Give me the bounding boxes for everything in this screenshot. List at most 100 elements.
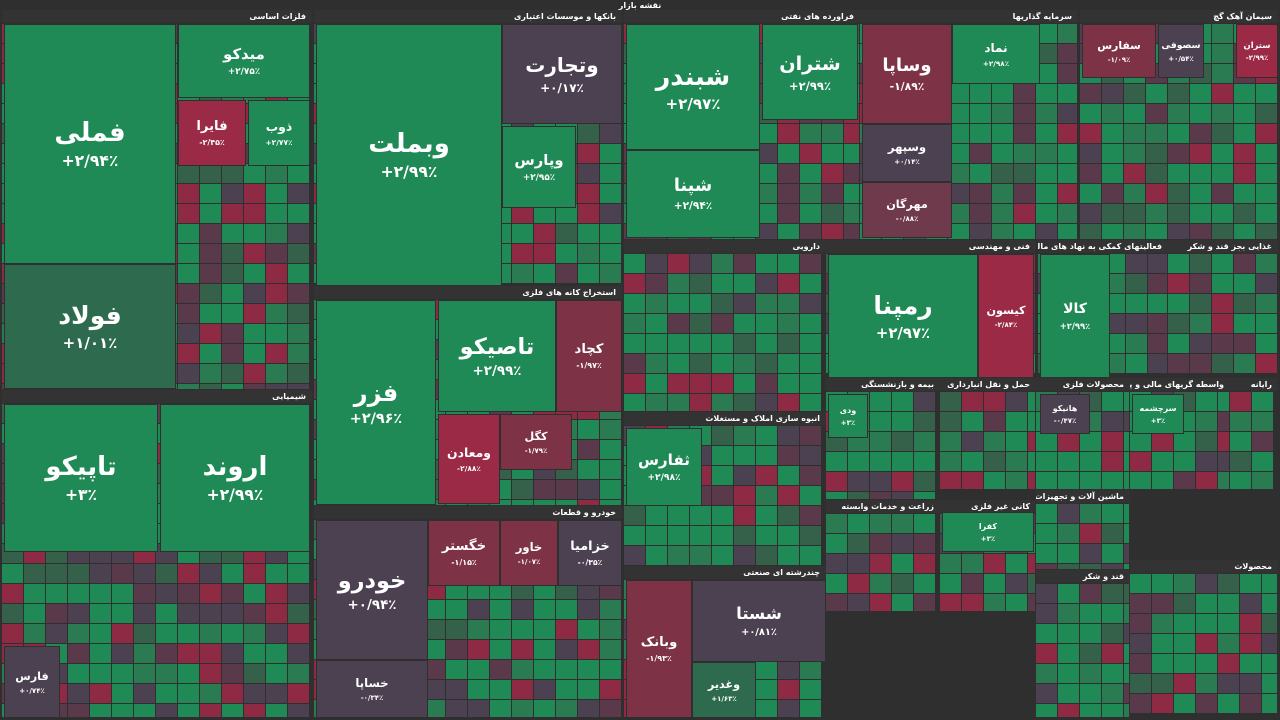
small-tile [992, 124, 1013, 143]
small-tile [2, 584, 23, 603]
small-tile [600, 440, 621, 459]
stock-change: +۲/۹۹٪ [206, 486, 264, 504]
small-tile [222, 704, 243, 717]
small-tile [756, 700, 777, 717]
sector-header: انبوه سازی املاک و مستغلات [624, 412, 826, 425]
sector-header: شیمیایی [2, 390, 312, 403]
small-tile [578, 164, 599, 183]
small-tile [1124, 452, 1129, 471]
small-tile [112, 644, 133, 663]
small-tile [848, 472, 869, 491]
small-tile [222, 584, 243, 603]
small-tile [1028, 412, 1035, 431]
small-tile [734, 506, 755, 525]
stock-tile: هانیکو -۰/۴۷٪ [1040, 394, 1090, 434]
small-tile [800, 354, 821, 373]
small-tile [690, 354, 711, 373]
sector-header: غذایی بجز قند و شکر [1168, 240, 1278, 253]
small-tile [1102, 472, 1123, 489]
small-tile [1256, 164, 1277, 183]
stock-change: -۱/۹۳٪ [646, 654, 672, 663]
small-tile [1234, 274, 1255, 293]
stock-change: +۲/۹۷٪ [665, 94, 721, 113]
small-tile [992, 184, 1013, 203]
small-tile [892, 392, 913, 411]
sector-header: چندرشته ای صنعتی [624, 566, 826, 579]
small-tile [1262, 674, 1277, 693]
small-tile [1080, 84, 1101, 103]
stock-name: تاپیکو [45, 452, 117, 482]
small-tile [1080, 452, 1101, 471]
sector-header: سیمان آهک گچ [1080, 10, 1278, 23]
small-tile [756, 426, 777, 445]
stock-name: وپارس [514, 151, 564, 169]
small-tile [288, 184, 309, 203]
small-tile [178, 204, 199, 223]
small-tile [756, 394, 777, 411]
stock-change: -۲/۸۸٪ [457, 464, 481, 473]
small-tile [1148, 354, 1167, 373]
stock-change: +۲/۹۹٪ [1059, 321, 1091, 331]
stock-name: خگستر [441, 539, 487, 554]
small-tile [1234, 354, 1255, 373]
stock-name: وسپهر [887, 140, 927, 154]
small-tile [266, 244, 287, 263]
small-tile [1036, 604, 1057, 623]
small-tile [68, 604, 89, 623]
small-tile [1036, 164, 1057, 183]
small-tile [800, 224, 821, 239]
small-tile [624, 506, 645, 525]
small-tile [578, 264, 599, 283]
small-tile [1212, 44, 1233, 63]
small-tile [1148, 254, 1167, 273]
small-tile [870, 472, 891, 491]
small-tile [266, 204, 287, 223]
small-tile [200, 284, 221, 303]
small-tile [848, 452, 869, 471]
small-tile [1058, 524, 1079, 543]
small-tile [1126, 254, 1147, 273]
small-tile [800, 184, 821, 203]
small-tile [556, 640, 577, 659]
small-tile [668, 506, 689, 525]
small-tile [1058, 704, 1079, 717]
small-tile [200, 604, 221, 623]
stock-change: -۰/۸۸٪ [895, 214, 919, 223]
small-tile [756, 294, 777, 313]
small-tile [1196, 392, 1217, 411]
small-tile [756, 334, 777, 353]
stock-name: شپنا [673, 176, 713, 196]
small-tile [1102, 704, 1123, 717]
stock-change: +۳٪ [980, 534, 996, 543]
stock-tile: وبملت +۲/۹۹٪ [316, 24, 502, 286]
small-tile [1196, 594, 1217, 613]
small-tile [1152, 614, 1173, 633]
small-tile [446, 600, 467, 619]
small-tile [822, 224, 843, 239]
small-tile [68, 644, 89, 663]
small-tile [1196, 634, 1217, 653]
small-tile [800, 374, 821, 393]
small-tile [1080, 184, 1101, 203]
small-tile [962, 432, 983, 451]
small-tile [870, 412, 891, 431]
small-tile [1190, 254, 1211, 273]
small-tile [490, 500, 511, 505]
small-tile [1148, 334, 1167, 353]
small-tile [756, 164, 777, 183]
small-tile [984, 412, 1005, 431]
small-tile [1124, 644, 1129, 663]
stock-change: +۲/۷۷٪ [265, 138, 293, 147]
stock-change: -۲/۸۴٪ [994, 320, 1018, 329]
stock-name: شبندر [655, 61, 731, 91]
small-tile [826, 472, 847, 491]
small-tile [1124, 604, 1129, 623]
small-tile [178, 684, 199, 703]
small-tile [1006, 472, 1027, 489]
small-tile [756, 274, 777, 293]
small-tile [940, 452, 961, 471]
stock-tile: کیسون -۲/۸۴٪ [978, 254, 1034, 378]
small-tile [778, 680, 799, 699]
small-tile [992, 164, 1013, 183]
stock-tile: فولاد +۱/۰۱٪ [4, 264, 176, 389]
